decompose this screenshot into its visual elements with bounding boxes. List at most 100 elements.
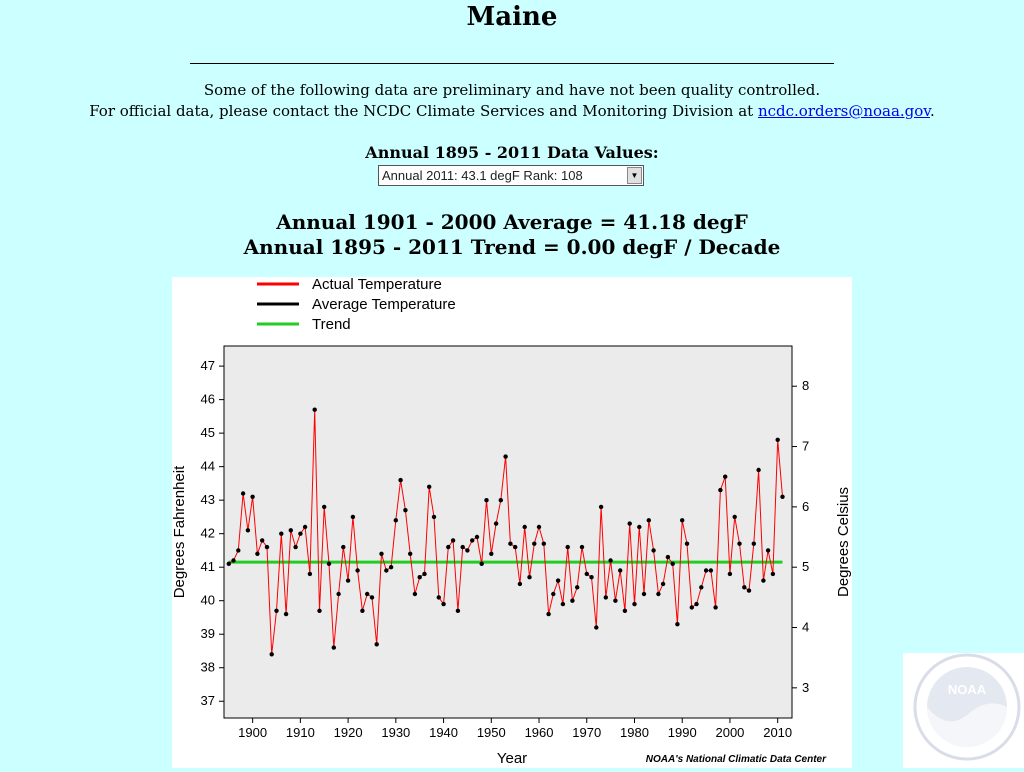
ncdc-email-link[interactable]: ncdc.orders@noaa.gov — [757, 102, 931, 120]
data-point — [293, 544, 298, 550]
actual-series-layer — [226, 407, 785, 657]
y-right-tick-label: 4 — [802, 620, 809, 635]
data-point — [641, 591, 647, 597]
data-point — [427, 484, 432, 489]
data-point — [322, 504, 327, 510]
data-point — [727, 571, 733, 577]
data-point — [408, 551, 413, 556]
y-axis-label-right: Degrees Celsius — [835, 487, 852, 597]
data-point — [670, 561, 675, 566]
data-point — [360, 608, 365, 613]
data-point — [579, 544, 585, 550]
y-tick-label: 42 — [201, 526, 215, 541]
data-point — [279, 531, 284, 536]
x-tick-label: 1960 — [525, 725, 554, 740]
data-point — [651, 548, 656, 553]
y-tick-label: 45 — [201, 425, 215, 440]
data-point — [598, 504, 604, 510]
temperature-chart-svg: Actual Temperature Average Temperature Tre… — [172, 277, 852, 767]
chevron-down-icon[interactable]: ▼ — [627, 167, 642, 184]
y-tick-label: 37 — [201, 693, 215, 708]
data-point — [240, 491, 246, 496]
data-point — [441, 601, 446, 607]
data-point — [260, 538, 265, 543]
data-point — [422, 571, 427, 577]
data-point — [723, 474, 728, 479]
x-tick-label: 1900 — [238, 725, 267, 740]
y-tick-label: 46 — [201, 392, 215, 407]
data-point — [775, 437, 780, 442]
data-point — [379, 551, 384, 556]
data-point — [536, 524, 542, 530]
data-point — [555, 578, 561, 583]
data-point — [503, 454, 508, 459]
data-point — [527, 575, 532, 580]
data-point — [694, 601, 699, 607]
data-point — [450, 538, 456, 543]
x-tick-label: 1930 — [381, 725, 410, 740]
legend-label: Average Temperature — [312, 296, 456, 313]
data-point — [388, 565, 394, 570]
data-point — [708, 568, 714, 573]
data-point — [742, 585, 747, 590]
y-tick-label: 43 — [201, 492, 215, 507]
data-point — [236, 548, 241, 553]
data-point — [732, 514, 737, 520]
y-right-tick-label: 3 — [802, 680, 809, 695]
data-point — [336, 591, 341, 597]
x-tick-label: 1970 — [572, 725, 601, 740]
x-tick-label: 2010 — [763, 725, 792, 740]
x-tick-label: 1980 — [620, 725, 649, 740]
data-point — [436, 595, 441, 600]
data-point — [479, 561, 484, 566]
y-tick-label: 41 — [201, 559, 215, 574]
x-tick-label: 1950 — [477, 725, 506, 740]
data-point — [737, 541, 742, 546]
data-point — [780, 494, 785, 499]
y-tick-label: 44 — [201, 459, 215, 474]
data-point — [455, 608, 461, 613]
data-point — [369, 595, 375, 600]
data-point — [627, 521, 632, 526]
data-point — [398, 477, 403, 483]
data-point — [584, 571, 589, 577]
page-title: Maine — [466, 2, 558, 32]
data-point — [532, 541, 537, 546]
data-point — [355, 568, 360, 573]
data-values-select[interactable]: Annual 2011: 43.1 degF Rank: 108 ▼ — [378, 165, 644, 186]
data-point — [245, 528, 251, 533]
data-point — [541, 541, 546, 546]
data-point — [302, 524, 308, 530]
official-data-notice-end: . — [930, 102, 935, 120]
data-point — [675, 622, 680, 627]
data-point — [489, 551, 494, 556]
data-point — [226, 561, 231, 566]
data-point — [746, 588, 752, 593]
trend-summary: Annual 1895 - 2011 Trend = 0.00 degF / D… — [243, 235, 781, 259]
data-point — [317, 608, 322, 613]
official-data-notice: For official data, please contact the NC… — [0, 101, 1024, 121]
y-axis-label-left: Degrees Fahrenheit — [172, 465, 188, 598]
data-point — [288, 528, 293, 533]
data-point — [608, 558, 613, 563]
noaa-logo-icon: NOAA — [913, 653, 1021, 761]
data-point — [656, 591, 661, 597]
data-point — [513, 544, 518, 550]
data-point — [603, 595, 608, 600]
data-point — [618, 568, 623, 573]
data-point — [374, 642, 379, 647]
y-tick-label: 47 — [201, 358, 215, 373]
data-point — [470, 538, 475, 543]
data-point — [474, 534, 480, 540]
x-tick-label: 1910 — [286, 725, 315, 740]
data-point — [307, 571, 313, 577]
temperature-chart: Actual Temperature Average Temperature Tre… — [172, 277, 852, 768]
data-point — [622, 608, 628, 613]
data-point — [255, 551, 260, 556]
official-data-notice-text: For official data, please contact the NC… — [89, 102, 758, 120]
data-point — [345, 578, 351, 583]
x-tick-label: 2000 — [715, 725, 744, 740]
data-point — [613, 598, 618, 603]
data-point — [718, 487, 723, 493]
y-right-tick-label: 6 — [802, 499, 809, 514]
